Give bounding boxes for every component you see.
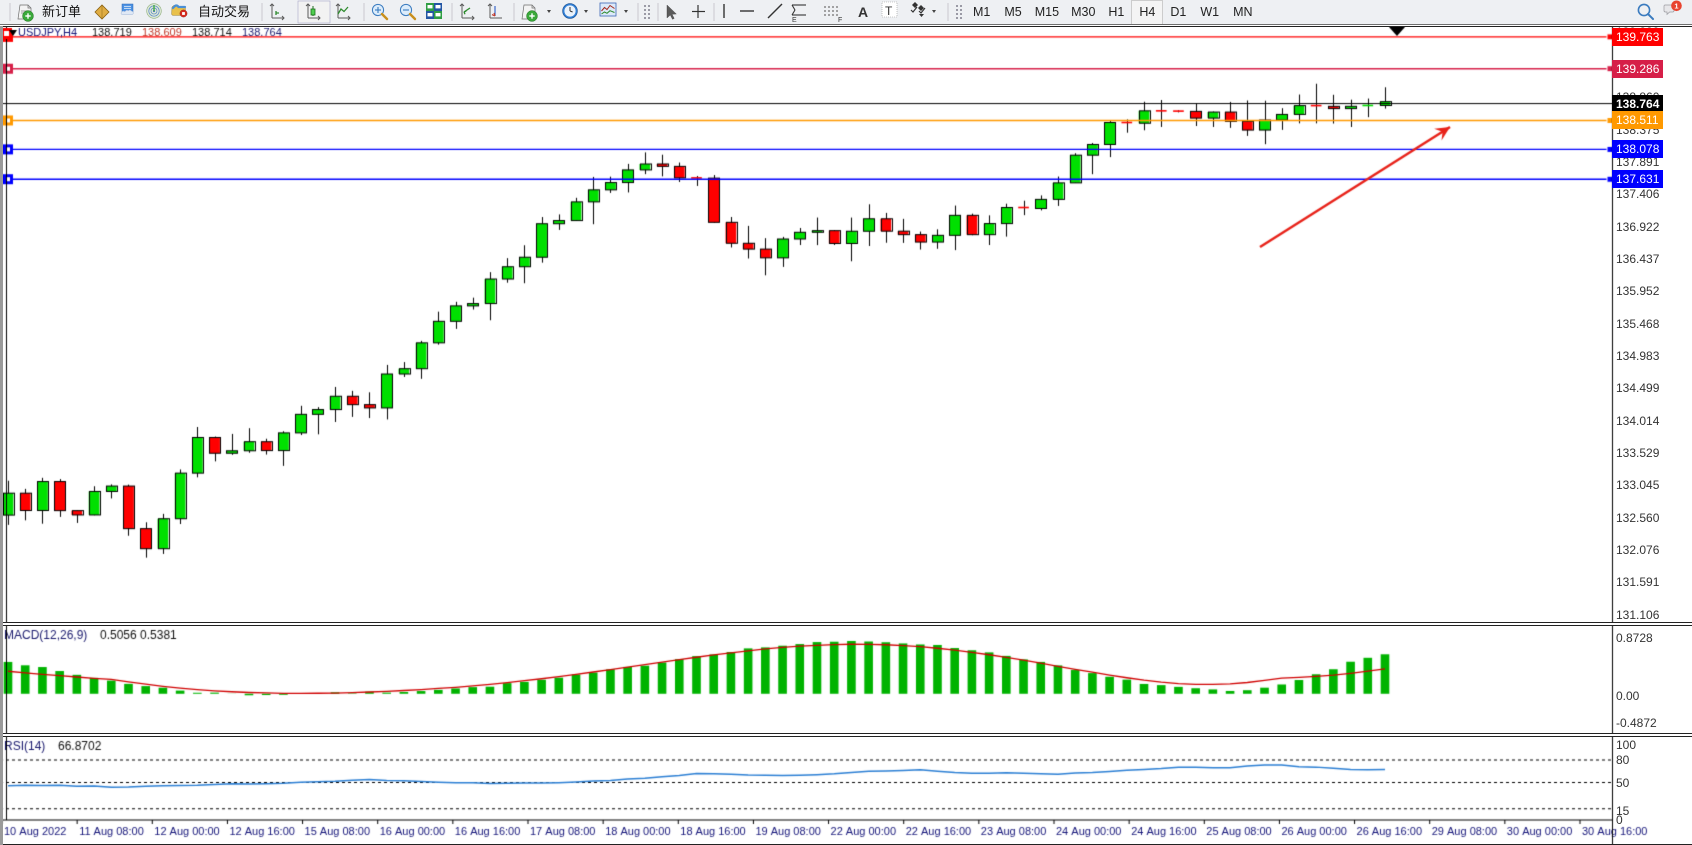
svg-text:自动交易: 自动交易	[198, 4, 250, 19]
svg-text:T: T	[885, 4, 893, 18]
svg-text:A: A	[858, 4, 868, 20]
svg-text:1: 1	[1674, 2, 1678, 11]
svg-text:E: E	[792, 17, 797, 24]
svg-text:新订单: 新订单	[42, 4, 81, 19]
svg-text:F: F	[838, 17, 842, 24]
